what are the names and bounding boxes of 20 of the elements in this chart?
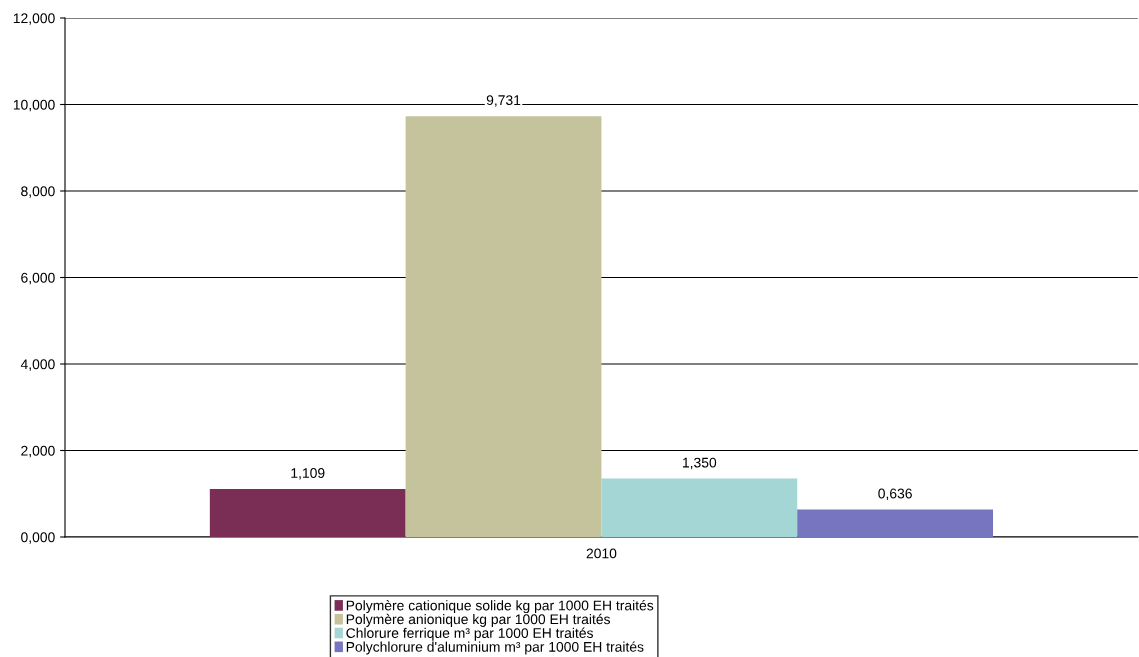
bar (797, 509, 994, 537)
data-label: 9,731 (486, 95, 521, 107)
data-label: 1,109 (291, 468, 325, 480)
bar (405, 116, 602, 537)
y-tick-label: 12,000 (13, 13, 55, 25)
data-label: 1,350 (683, 457, 717, 470)
legend-label: Chlorure ferrique m³ par 1000 EH traités (346, 627, 593, 641)
bar (601, 478, 798, 537)
bar (209, 489, 406, 537)
legend-label: Polychlorure d'aluminium m³ par 1000 EH traités (346, 641, 644, 655)
y-tick-label: 2,000 (21, 445, 55, 458)
y-tick-label: 10,000 (13, 99, 55, 112)
y-tick-label: 4,000 (20, 359, 55, 371)
x-tick-label: 2010 (586, 548, 617, 559)
data-label: 0,636 (878, 488, 912, 501)
legend-label: Polymère anionique kg par 1000 EH traités (346, 613, 610, 627)
y-tick-label: 6,000 (21, 272, 55, 285)
legend-label: Polymère cationique solide kg par 1000 EH traités (346, 600, 654, 614)
y-tick-label: 8,000 (21, 186, 55, 198)
y-tick-label: 0,000 (21, 532, 55, 544)
